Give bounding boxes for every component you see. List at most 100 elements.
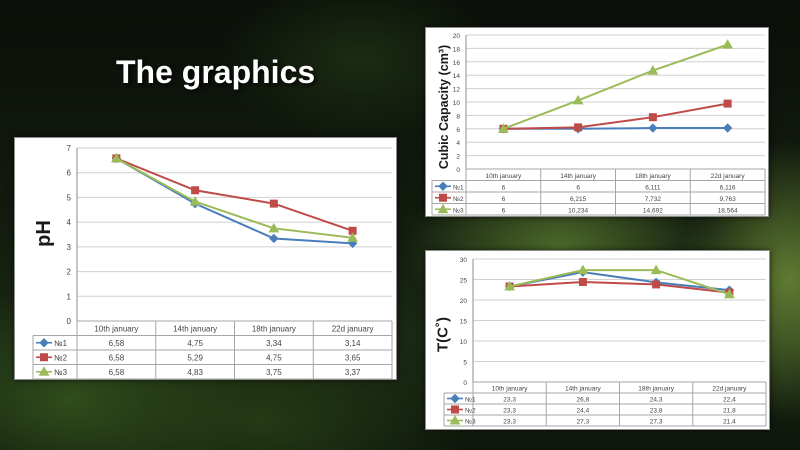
temperature-data-label: 22,4 [723, 397, 736, 404]
cubic-capacity-svg: 0 2 4 6 8 10 12 14 16 18 20 10th january 14th januar… [431, 33, 766, 216]
temperature-category-label: 18th january [638, 386, 675, 393]
ph-data-label: 6,58 [109, 339, 125, 348]
cubic-capacity-legend-label: №2 [453, 196, 464, 203]
temperature-point [724, 288, 735, 299]
temperature-series-line [509, 269, 730, 296]
temperature-point [652, 280, 661, 289]
ph-y-tick-label: 7 [67, 144, 72, 153]
cubic-capacity-point [498, 123, 509, 133]
cubic-capacity-data-label: 18,564 [718, 207, 738, 214]
ph-data-label: 4,83 [187, 368, 203, 377]
temperature-svg: 0 5 10 15 20 25 30 10th january 14th january 18th… [443, 257, 767, 427]
ph-category-label: 18th january [252, 324, 296, 333]
cubic-capacity-category-label: 22d january [711, 173, 746, 180]
cubic-capacity-category-label: 14th january [560, 173, 597, 180]
cubic-capacity-data-label: 6,111 [645, 184, 661, 191]
cubic-capacity-category-label: 18th january [635, 173, 672, 180]
ph-y-tick-label: 5 [67, 193, 72, 202]
temperature-data-label: 24,3 [650, 397, 663, 404]
ph-data-label: 4,75 [266, 353, 282, 362]
cubic-capacity-data-label: 9,763 [719, 196, 736, 203]
cubic-capacity-y-tick-label: 6 [456, 127, 460, 134]
temperature-point [578, 277, 587, 286]
cubic-capacity-y-tick-label: 14 [453, 73, 461, 80]
temperature-category-label: 22d january [712, 386, 747, 393]
cubic-capacity-data-label: 7,732 [645, 196, 662, 203]
ph-series-line [115, 157, 353, 239]
cubic-capacity-y-tick-label: 20 [453, 33, 461, 40]
ph-point [111, 152, 122, 163]
ph-data-label: 3,75 [266, 368, 282, 377]
cubic-capacity-series-line [503, 43, 728, 130]
cubic-capacity-y-tick-label: 8 [456, 113, 460, 120]
ph-legend-marker [38, 366, 50, 376]
cubic-capacity-data-label: 6 [576, 184, 580, 191]
cubic-capacity-y-tick-label: 2 [456, 154, 460, 161]
temperature-data-label: 26,8 [577, 397, 590, 404]
temperature-legend-marker [451, 405, 459, 414]
ph-y-tick-label: 3 [67, 243, 72, 252]
cubic-capacity-data-label: 14,692 [643, 207, 663, 214]
temperature-data-label: 27,3 [650, 419, 663, 426]
ph-data-label: 6,58 [109, 353, 125, 362]
temperature-point [504, 280, 515, 291]
temperature-data-label: 23,3 [503, 408, 516, 415]
ph-data-label: 3,14 [345, 339, 361, 348]
ph-point [189, 196, 201, 206]
cubic-capacity-y-tick-label: 10 [453, 100, 461, 107]
ph-point [191, 186, 200, 195]
temperature-legend-label: №1 [465, 397, 476, 404]
cubic-capacity-point [574, 123, 583, 132]
ph-legend-marker [39, 338, 49, 348]
ph-point [269, 233, 279, 244]
temperature-y-tick-label: 25 [460, 278, 468, 285]
cubic-capacity-data-label: 6,116 [720, 184, 736, 191]
cubic-capacity-legend-marker [439, 193, 447, 202]
cubic-capacity-y-tick-label: 16 [453, 60, 461, 67]
ph-y-tick-label: 4 [67, 218, 72, 227]
temperature-data-label: 23,3 [503, 397, 516, 404]
ph-data-label: 3,37 [345, 368, 361, 377]
cubic-capacity-data-label: 10,234 [568, 207, 588, 214]
cubic-capacity-y-tick-label: 4 [456, 140, 460, 147]
temperature-y-tick-label: 30 [460, 257, 468, 264]
ph-category-label: 10th january [94, 324, 138, 333]
ph-series-line [115, 157, 353, 232]
ph-y-tick-label: 6 [67, 169, 72, 178]
cubic-capacity-point [723, 99, 732, 108]
temperature-data-label: 24,4 [577, 408, 590, 415]
ph-data-label: 3,65 [345, 353, 361, 362]
cubic-capacity-y-tick-label: 18 [453, 46, 461, 53]
temperature-legend-label: №3 [465, 419, 476, 426]
temperature-y-tick-label: 10 [460, 339, 468, 346]
temperature-data-label: 21,4 [723, 419, 736, 426]
ph-chart-panel: pH 0 1 2 3 4 5 6 7 10th january 14th january 18th … [14, 137, 397, 380]
cubic-capacity-legend-marker [438, 181, 448, 191]
ph-legend-label: №1 [54, 339, 68, 348]
temperature-y-tick-label: 15 [460, 319, 468, 326]
temperature-data-label: 27,3 [577, 419, 590, 426]
temperature-data-label: 23,3 [503, 419, 516, 426]
slide-title: The graphics [116, 54, 316, 90]
ph-category-label: 22d january [332, 324, 374, 333]
ph-y-tick-label: 2 [67, 268, 72, 277]
temperature-y-tick-label: 0 [463, 380, 467, 387]
cubic-capacity-legend-label: №3 [453, 207, 464, 214]
ph-series-line [115, 157, 353, 245]
cubic-capacity-chart-panel: Cubic Capacity (cm³) 0 2 4 6 8 10 12 14 16 18 20 10… [425, 27, 769, 217]
temperature-data-label: 23,8 [650, 408, 663, 415]
cubic-capacity-point [722, 123, 733, 133]
ph-legend-marker [40, 353, 48, 362]
temperature-y-tick-label: 5 [463, 360, 467, 367]
temperature-category-label: 10th january [492, 386, 529, 393]
cubic-capacity-category-label: 10th january [485, 173, 522, 180]
temperature-category-label: 14th january [565, 386, 602, 393]
ph-point [347, 232, 358, 242]
ph-data-label: 4,75 [187, 339, 203, 348]
cubic-capacity-point [648, 113, 657, 122]
cubic-capacity-series-line [503, 102, 728, 130]
temperature-point [650, 264, 662, 275]
cubic-capacity-data-label: 6,215 [570, 196, 587, 203]
cubic-capacity-legend-label: №1 [453, 184, 464, 191]
temperature-series-line [509, 271, 730, 292]
